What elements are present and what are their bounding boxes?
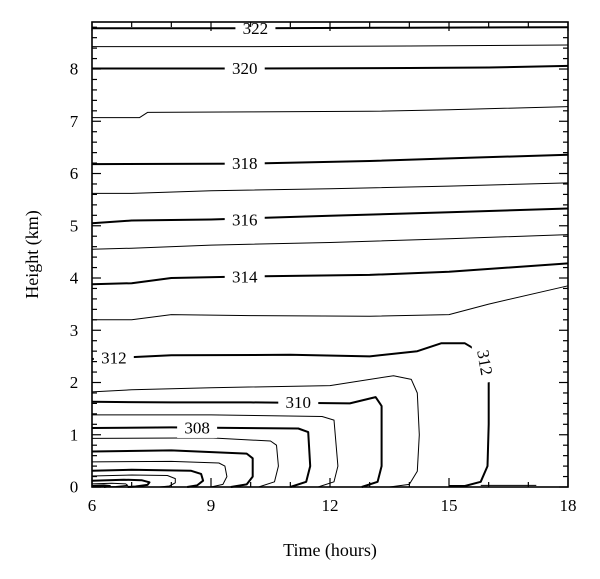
contour-label-background xyxy=(224,153,265,174)
contour-label-text: 308 xyxy=(184,418,210,437)
contour-label-text: 312 xyxy=(473,348,496,376)
contour-310 xyxy=(91,396,383,488)
y-tick-label: 6 xyxy=(70,164,79,183)
contour-label-background xyxy=(224,266,265,287)
contour-label-background xyxy=(224,210,265,231)
contour-label-background xyxy=(278,392,319,413)
contour-304 xyxy=(91,468,205,488)
y-tick-label: 8 xyxy=(70,60,79,79)
contour-label-text: 312 xyxy=(101,348,127,367)
contour-label-312: 312 xyxy=(471,341,499,385)
contour-label-314: 314 xyxy=(224,266,265,287)
contour-label-308: 308 xyxy=(177,417,218,438)
y-tick-label: 0 xyxy=(70,478,79,497)
contour-label-312: 312 xyxy=(93,347,134,368)
contour-label-text: 318 xyxy=(232,154,258,173)
contour-label-text: 310 xyxy=(286,393,312,412)
contour-label-text: 316 xyxy=(232,211,258,230)
plot-frame xyxy=(91,21,569,488)
contour-320 xyxy=(92,64,569,70)
contour-303 xyxy=(91,474,176,488)
x-tick-label: 18 xyxy=(560,496,577,515)
contour-321 xyxy=(92,44,569,48)
contour-label-text: 320 xyxy=(232,59,258,78)
contour-label-318: 318 xyxy=(224,153,265,174)
contour-319 xyxy=(92,106,569,119)
contour-label-320: 320 xyxy=(224,58,265,79)
contour-label-background xyxy=(471,341,499,385)
contour-313 xyxy=(92,285,569,321)
y-axis-label: Height (km) xyxy=(22,210,43,298)
x-tick-label: 15 xyxy=(441,496,458,515)
contour-label-316: 316 xyxy=(224,210,265,231)
contour-317 xyxy=(92,182,569,194)
contour-labels: 322 320 318 316 314 312 312 310 308 xyxy=(93,18,499,438)
x-tick-label: 12 xyxy=(322,496,339,515)
contour-label-background xyxy=(235,18,276,39)
contour-316 xyxy=(91,207,569,225)
y-tick-label: 3 xyxy=(70,321,79,340)
contour-311 xyxy=(91,375,420,488)
contour-label-background xyxy=(177,417,218,438)
contour-label-background xyxy=(93,347,134,368)
contour-314 xyxy=(91,262,569,286)
contour-label-text: 314 xyxy=(232,267,258,286)
y-tick-label: 5 xyxy=(70,216,79,235)
contour-label-310: 310 xyxy=(278,392,319,413)
y-tick-label: 7 xyxy=(70,112,79,131)
contour-315 xyxy=(91,234,569,250)
x-tick-label: 6 xyxy=(88,496,97,515)
contour-label-text: 322 xyxy=(243,19,269,38)
contour-309 xyxy=(92,414,339,488)
contour-318 xyxy=(91,153,569,166)
contour-lines xyxy=(91,26,569,488)
y-tick-label: 2 xyxy=(70,373,79,392)
contour-305 xyxy=(91,460,228,488)
y-tick-label: 4 xyxy=(70,269,79,288)
x-axis-label: Time (hours) xyxy=(283,540,377,561)
y-tick-label: 1 xyxy=(70,425,79,444)
contour-306 xyxy=(91,449,254,488)
contour-label-322: 322 xyxy=(235,18,276,39)
axis-ticks xyxy=(91,22,569,488)
contour-308 xyxy=(91,426,312,488)
x-tick-label: 9 xyxy=(207,496,216,515)
contour-label-background xyxy=(224,58,265,79)
